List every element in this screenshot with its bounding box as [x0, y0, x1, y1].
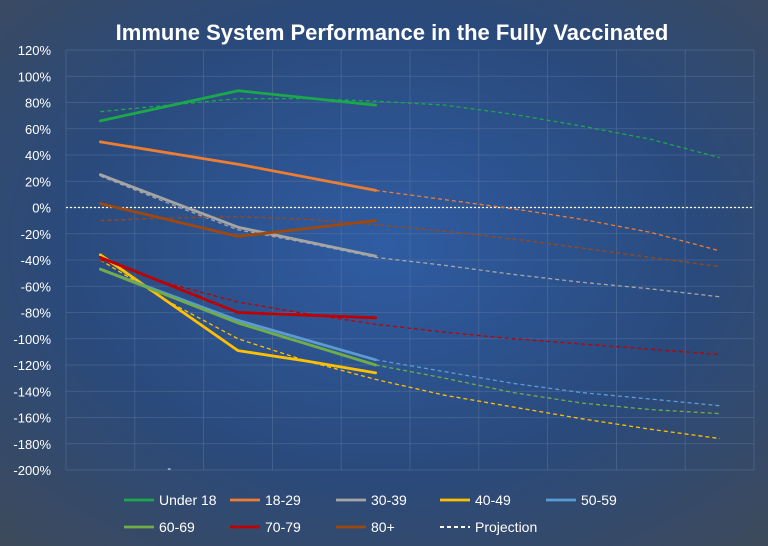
- y-tick-label: -80%: [21, 306, 52, 321]
- data-point-80-: [374, 219, 377, 222]
- data-point-18-29: [374, 189, 377, 192]
- y-tick-label: 40%: [25, 148, 51, 163]
- data-point-50-59: [236, 319, 240, 322]
- legend-label: 70-79: [265, 519, 301, 535]
- x-tick-label: -: [167, 463, 171, 475]
- y-tick-label: -120%: [13, 358, 51, 373]
- projection-line-18-29: [375, 189, 720, 252]
- series-lines: [99, 89, 377, 375]
- data-point-60-69: [99, 267, 102, 271]
- y-axis-tick-labels: 120% 100% 80% 60% 40% 20% 0% -20% -40% -60% -80% -1…: [13, 43, 51, 478]
- data-point-40-49: [99, 253, 102, 256]
- legend-item-70-79[interactable]: 70-79: [230, 519, 301, 535]
- y-tick-label: -160%: [13, 411, 51, 426]
- projection-line-70-79: [100, 259, 720, 356]
- legend-label: 80+: [371, 519, 395, 535]
- legend-label: Under 18: [159, 492, 217, 508]
- data-point-under-18: [374, 103, 377, 107]
- y-tick-label: 80%: [25, 96, 51, 111]
- data-point-under-18: [236, 89, 240, 92]
- data-point-40-49: [305, 359, 308, 363]
- projection-lines: [100, 97, 720, 440]
- legend[interactable]: Under 18 18-29 30-39 40-49 50-59 60-69 70-79 80…: [124, 492, 617, 535]
- y-tick-label: -40%: [21, 253, 52, 268]
- legend-label: 18-29: [265, 492, 301, 508]
- data-point-70-79: [374, 316, 377, 319]
- y-tick-label: -60%: [21, 279, 52, 294]
- data-point-50-59: [374, 358, 377, 361]
- data-point-40-49: [374, 371, 377, 375]
- data-point-under-18: [99, 119, 102, 123]
- data-point-18-29: [236, 162, 240, 166]
- y-tick-label: 20%: [25, 174, 51, 189]
- legend-item-18-29[interactable]: 18-29: [230, 492, 301, 508]
- legend-label: Projection: [475, 519, 537, 535]
- legend-label: 60-69: [159, 519, 195, 535]
- data-point-18-29: [99, 140, 102, 144]
- legend-item-40-49[interactable]: 40-49: [440, 492, 511, 508]
- data-point-70-79: [236, 311, 240, 314]
- y-tick-label: -100%: [13, 332, 51, 347]
- projection-line-40-49: [100, 259, 720, 440]
- data-point-60-69: [374, 363, 377, 367]
- series-line-40-49: [99, 253, 377, 375]
- projection-line-50-59: [375, 359, 720, 407]
- y-tick-label: -180%: [13, 437, 51, 452]
- legend-item-under-18[interactable]: Under 18: [124, 492, 217, 508]
- legend-label: 50-59: [581, 492, 617, 508]
- data-point-40-49: [236, 349, 240, 352]
- y-tick-label: -20%: [21, 227, 52, 242]
- y-tick-label: 60%: [25, 122, 51, 137]
- grid-lines: [65, 49, 755, 471]
- legend-label: 40-49: [475, 492, 511, 508]
- y-tick-label: 120%: [18, 43, 52, 58]
- data-point-70-79: [99, 256, 102, 259]
- data-point-80-: [99, 202, 102, 205]
- projection-line-under-18: [100, 97, 720, 159]
- y-tick-label: -140%: [13, 384, 51, 399]
- x-axis-tick-labels: -: [167, 463, 171, 475]
- legend-item-50-59[interactable]: 50-59: [546, 492, 617, 508]
- y-tick-label: -200%: [13, 463, 51, 478]
- data-point-30-39: [236, 225, 240, 229]
- legend-item-80-[interactable]: 80+: [336, 519, 395, 535]
- data-point-30-39: [374, 254, 377, 258]
- projection-line-80-: [100, 216, 720, 268]
- y-tick-label: 100%: [18, 69, 52, 84]
- legend-item-projection[interactable]: Projection: [440, 519, 537, 535]
- legend-item-30-39[interactable]: 30-39: [336, 492, 407, 508]
- data-point-30-39: [99, 173, 102, 176]
- projection-line-30-39: [100, 175, 720, 298]
- legend-item-60-69[interactable]: 60-69: [124, 519, 195, 535]
- legend-label: 30-39: [371, 492, 407, 508]
- projection-line-60-69: [375, 364, 720, 415]
- data-point-60-69: [236, 321, 240, 325]
- chart-title: Immune System Performance in the Fully V…: [116, 20, 669, 45]
- data-point-80-: [236, 235, 240, 238]
- y-tick-label: 0%: [32, 201, 51, 216]
